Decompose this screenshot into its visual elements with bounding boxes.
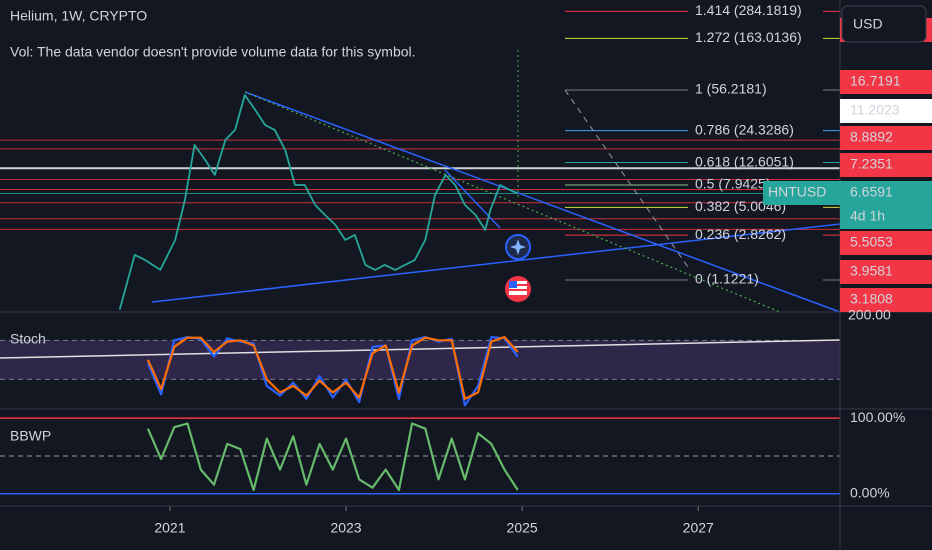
series-line (146, 336, 519, 400)
fib-label: 1.272 (163.0136) (695, 29, 802, 45)
price-label: 6.6591 (850, 184, 893, 200)
flag-canton (509, 281, 517, 288)
dashed-line (564, 89, 691, 271)
price-label-box (840, 70, 932, 94)
fib-label: 1 (56.2181) (695, 81, 767, 97)
price-label-box (840, 126, 932, 150)
fib-label: 0.236 (2.8262) (695, 226, 786, 242)
price-label-box (840, 288, 932, 312)
panel-title: BBWP (10, 428, 51, 444)
stoch-trend-line (0, 339, 841, 359)
y-tick-label: 0.00% (850, 484, 890, 500)
fib-label: 0.618 (12.6051) (695, 153, 794, 169)
drawings (0, 10, 840, 495)
x-tick-label: 2025 (507, 520, 538, 536)
price-label-box (840, 153, 932, 177)
symbol-label: HNTUSD (768, 184, 826, 200)
price-label: 3.9581 (850, 263, 893, 279)
trend-line (444, 169, 501, 229)
price-label: 7.2351 (850, 156, 893, 172)
chart-title: Helium, 1W, CRYPTO (10, 8, 147, 24)
price-label: 16.7191 (850, 73, 901, 89)
price-label-box (840, 260, 932, 284)
currency-label: USD (853, 16, 883, 32)
plot: 2021 2023 2025 2027 1.414 (284.1819) 1.272 (1… (118, 2, 802, 536)
band-fill (0, 340, 840, 380)
panel-title: Stoch (10, 331, 46, 347)
fib-label: 1.414 (284.1819) (695, 2, 802, 18)
x-tick-label: 2027 (683, 520, 714, 536)
fib-label: 0 (1.1221) (695, 271, 759, 287)
trend-lines (0, 50, 841, 359)
price-label-box (840, 99, 932, 123)
x-tick-label: 2023 (330, 520, 361, 536)
currency-button[interactable] (841, 5, 927, 43)
series-line (146, 422, 519, 492)
y-tick-label: 100.00% (850, 409, 905, 425)
subtitle: Vol: The data vendor doesn't provide vol… (10, 44, 416, 60)
symbol-label-box (763, 181, 840, 205)
x-tick-label: 2021 (154, 520, 185, 536)
events (505, 234, 531, 302)
countdown: 4d 1h (850, 208, 885, 224)
axis-label: 200.00 (848, 307, 891, 323)
price-label-box (840, 181, 932, 229)
trend-line (244, 91, 841, 313)
price-label: 3.1808 (850, 291, 893, 307)
series-line (118, 94, 519, 310)
price-label: 5.5053 (850, 234, 893, 250)
fib-label: 0.786 (24.3286) (695, 121, 794, 137)
price-label: 11.2023 (850, 102, 900, 118)
fib-label: 0.5 (7.9425) (695, 176, 771, 192)
price-label-box (840, 231, 932, 255)
trend-line (151, 223, 841, 303)
price-label: 8.8892 (850, 129, 893, 145)
star-icon (510, 239, 526, 255)
dotted-line (244, 91, 781, 313)
